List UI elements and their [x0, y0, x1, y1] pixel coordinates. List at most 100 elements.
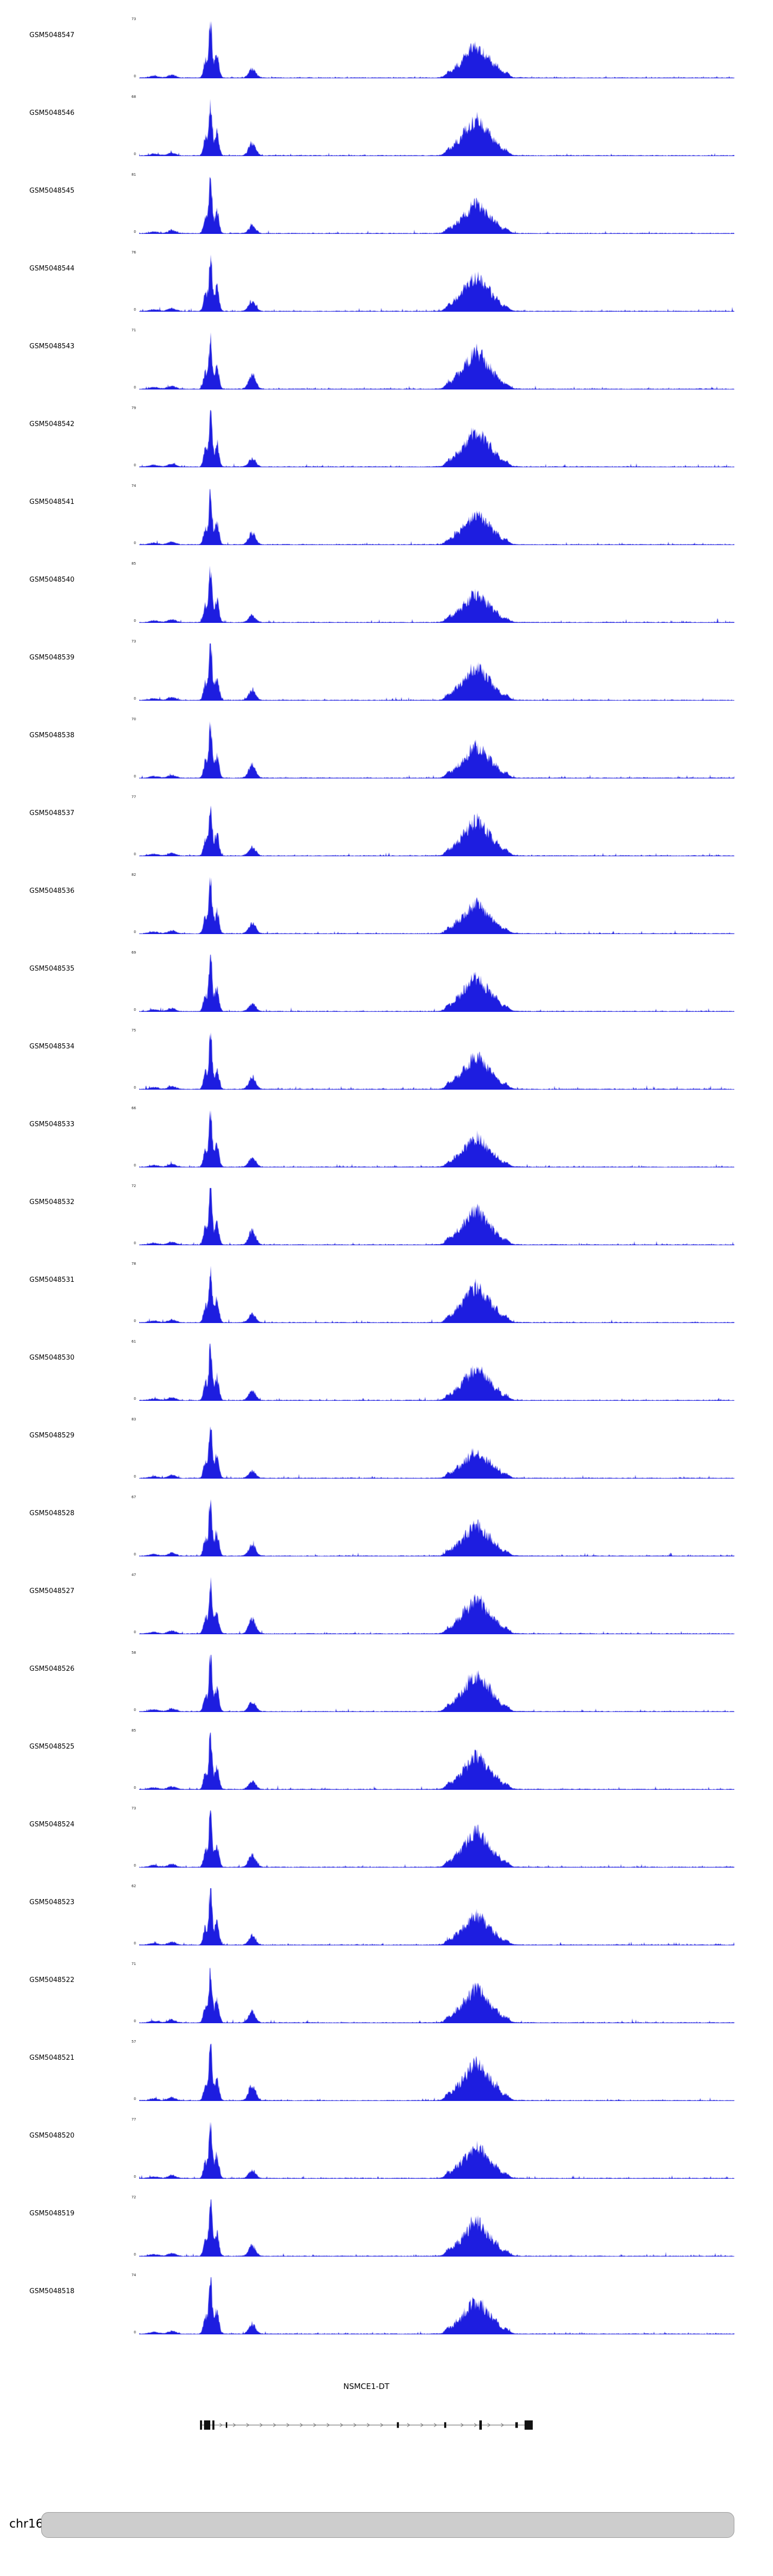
- track-ymax-label: 85: [131, 1728, 136, 1733]
- track-label: GSM5048519: [29, 2210, 75, 2217]
- signal-plot: [139, 332, 734, 389]
- gene-exon: [515, 2422, 518, 2428]
- track-ymin-label: 0: [133, 541, 136, 545]
- track-ymax-label: 78: [131, 1262, 136, 1266]
- track-ymin-label: 0: [133, 1241, 136, 1245]
- signal-plot: [139, 1654, 734, 1712]
- signal-plot: [139, 254, 734, 312]
- track-row: GSM5048539 73 0: [0, 639, 773, 717]
- track-ymax-label: 73: [131, 1806, 136, 1810]
- track-ymin-label: 0: [133, 2330, 136, 2334]
- track-row: GSM5048543 71 0: [0, 328, 773, 405]
- track-ymax-label: 71: [131, 328, 136, 332]
- track-row: GSM5048528 67 0: [0, 1495, 773, 1572]
- strand-arrow-icon: [246, 2423, 250, 2427]
- track-ymin-label: 0: [133, 1552, 136, 1556]
- track-label: GSM5048547: [29, 31, 75, 39]
- track-ymin-label: 0: [133, 1863, 136, 1868]
- track-ymin-label: 0: [133, 1630, 136, 1634]
- strand-arrow-icon: [420, 2423, 424, 2427]
- track-label: GSM5048539: [29, 654, 75, 662]
- track-row: GSM5048521 57 0: [0, 2039, 773, 2117]
- track-ymin-label: 0: [133, 2097, 136, 2101]
- track-label: GSM5048537: [29, 809, 75, 817]
- signal-plot: [139, 2043, 734, 2101]
- track-label: GSM5048538: [29, 732, 75, 739]
- signal-plot: [139, 1965, 734, 2023]
- track-label: GSM5048528: [29, 1510, 75, 1517]
- track-row: GSM5048527 47 0: [0, 1572, 773, 1650]
- gene-exon: [204, 2420, 210, 2430]
- track-row: GSM5048540 85 0: [0, 561, 773, 639]
- track-label: GSM5048540: [29, 576, 75, 584]
- track-ymax-label: 76: [131, 250, 136, 255]
- signal-plot: [139, 1343, 734, 1401]
- signal-plot: [139, 1732, 734, 1790]
- track-row: GSM5048538 70 0: [0, 717, 773, 794]
- gene-exon: [212, 2420, 215, 2430]
- strand-arrow-icon: [487, 2423, 491, 2427]
- track-ymax-label: 75: [131, 1028, 136, 1032]
- track-row: GSM5048524 73 0: [0, 1806, 773, 1884]
- gene-model: [200, 2420, 533, 2430]
- track-ymin-label: 0: [133, 463, 136, 467]
- signal-plot: [139, 1499, 734, 1556]
- signal-plot: [139, 643, 734, 701]
- gene-exon: [200, 2420, 203, 2430]
- track-ymax-label: 70: [131, 717, 136, 721]
- signal-plot: [139, 176, 734, 234]
- signal-plot: [139, 2121, 734, 2179]
- track-label: GSM5048533: [29, 1121, 75, 1128]
- track-ymax-label: 81: [131, 173, 136, 177]
- track-label: GSM5048532: [29, 1198, 75, 1206]
- strand-arrow-icon: [340, 2423, 344, 2427]
- strand-arrow-icon: [326, 2423, 330, 2427]
- track-label: GSM5048541: [29, 498, 75, 506]
- signal-plot: [139, 954, 734, 1012]
- track-ymax-label: 67: [131, 1495, 136, 1499]
- track-row: GSM5048529 83 0: [0, 1417, 773, 1495]
- gene-model-track: NSMCE1-DT: [200, 2382, 533, 2430]
- signal-plot: [139, 876, 734, 934]
- signal-plot: [139, 1421, 734, 1479]
- signal-plot: [139, 1265, 734, 1323]
- track-ymin-label: 0: [133, 1941, 136, 1945]
- track-ymax-label: 69: [131, 951, 136, 955]
- track-row: GSM5048534 75 0: [0, 1028, 773, 1106]
- track-label: GSM5048518: [29, 2287, 75, 2295]
- chromosome-ideogram: [41, 2512, 734, 2538]
- track-ymin-label: 0: [133, 308, 136, 312]
- track-ymin-label: 0: [133, 152, 136, 156]
- signal-plot: [139, 1577, 734, 1634]
- signal-plot: [139, 487, 734, 545]
- track-label: GSM5048529: [29, 1432, 75, 1439]
- track-row: GSM5048523 62 0: [0, 1884, 773, 1961]
- track-ymax-label: 74: [131, 2273, 136, 2277]
- track-ymin-label: 0: [133, 385, 136, 389]
- strand-arrow-icon: [353, 2423, 357, 2427]
- track-ymax-label: 74: [131, 484, 136, 488]
- track-ymax-label: 85: [131, 562, 136, 566]
- track-ymin-label: 0: [133, 2019, 136, 2023]
- track-row: GSM5048526 58 0: [0, 1650, 773, 1728]
- strand-arrow-icon: [273, 2423, 277, 2427]
- signal-plot: [139, 98, 734, 156]
- track-ymin-label: 0: [133, 1475, 136, 1479]
- track-ymax-label: 83: [131, 1417, 136, 1421]
- strand-arrow-icon: [313, 2423, 317, 2427]
- track-ymax-label: 57: [131, 2040, 136, 2044]
- track-ymin-label: 0: [133, 1397, 136, 1401]
- signal-plot: [139, 1032, 734, 1090]
- track-row: GSM5048532 72 0: [0, 1183, 773, 1261]
- track-row: GSM5048533 66 0: [0, 1106, 773, 1183]
- track-ymin-label: 0: [133, 774, 136, 778]
- track-ymax-label: 68: [131, 95, 136, 99]
- strand-arrow-icon: [232, 2423, 237, 2427]
- track-label: GSM5048544: [29, 265, 75, 273]
- signal-plot: [139, 2199, 734, 2257]
- gene-exon: [397, 2422, 399, 2428]
- signal-plot: [139, 1888, 734, 1945]
- track-label: GSM5048536: [29, 887, 75, 895]
- gene-exon: [524, 2420, 533, 2430]
